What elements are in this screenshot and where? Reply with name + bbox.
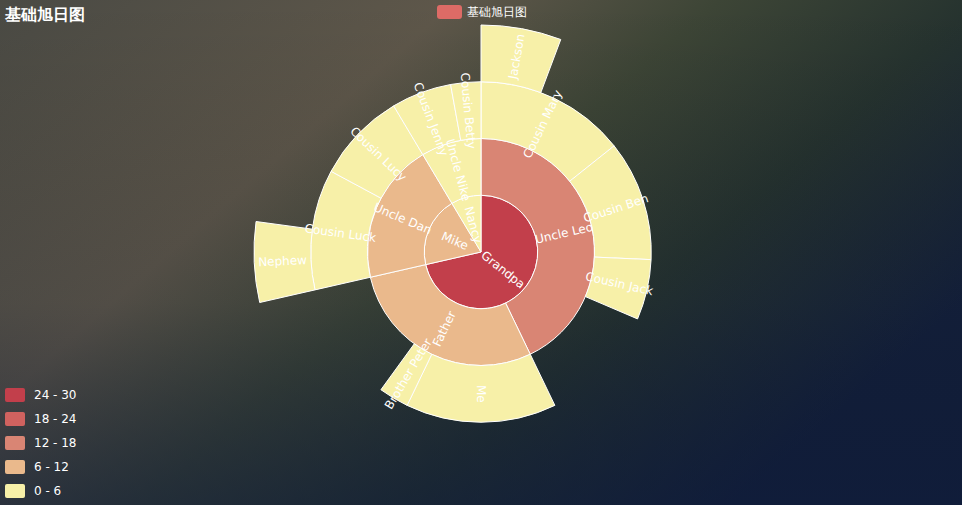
visual-map-label[interactable]: 12 - 18 bbox=[34, 436, 77, 450]
segment-label: Mike bbox=[439, 229, 470, 253]
segment-label: Brother Peter bbox=[382, 336, 435, 412]
segment-label: Cousin Luck bbox=[304, 221, 377, 245]
visual-map-label[interactable]: 24 - 30 bbox=[34, 388, 77, 402]
segment-label: Cousin Lucy bbox=[347, 124, 409, 184]
segment-label: Grandpa bbox=[478, 248, 527, 291]
segment-label: Me bbox=[474, 385, 488, 403]
segment-label: Jackson bbox=[506, 33, 528, 81]
visual-map: 24 - 30 18 - 24 12 - 18 6 - 12 0 - 6 bbox=[5, 388, 77, 498]
visual-map-label[interactable]: 6 - 12 bbox=[34, 460, 69, 474]
legend-icon[interactable] bbox=[437, 5, 462, 19]
legend-label[interactable]: 基础旭日图 bbox=[467, 5, 527, 19]
segment-label: Cousin Ben bbox=[582, 191, 651, 225]
chart: 基础旭日图 基础旭日图 24 - 30 18 - 24 12 - 18 6 - 12 0 -… bbox=[0, 0, 962, 505]
segment-label: Cousin Jenny bbox=[411, 80, 451, 158]
sunburst-segment[interactable] bbox=[481, 25, 561, 93]
segment-label: Nephew bbox=[258, 253, 308, 269]
visual-map-swatch[interactable] bbox=[5, 484, 25, 498]
sunburst-segment[interactable] bbox=[570, 146, 652, 260]
visual-map-swatch[interactable] bbox=[5, 460, 25, 474]
background bbox=[0, 0, 962, 505]
segment-label: Cousin Mary bbox=[520, 88, 565, 161]
visual-map-swatch[interactable] bbox=[5, 436, 25, 450]
visual-map-swatch[interactable] bbox=[5, 388, 25, 402]
visual-map-label[interactable]: 0 - 6 bbox=[34, 484, 61, 498]
sunburst bbox=[254, 25, 651, 422]
segment-label: Uncle Dan bbox=[372, 200, 434, 237]
segment-label: Cousin Betty bbox=[458, 72, 479, 149]
segment-label: Cousin Jack bbox=[584, 269, 654, 298]
background-shade bbox=[0, 0, 962, 505]
title: 基础旭日图 bbox=[4, 5, 85, 24]
sunburst-labels: GrandpaMikeNancyUncle LeoFatherUncle Dan… bbox=[258, 33, 654, 412]
visual-map-label[interactable]: 18 - 24 bbox=[34, 412, 77, 426]
sunburst-segment[interactable] bbox=[407, 354, 555, 422]
legend: 基础旭日图 bbox=[437, 5, 527, 19]
segment-label: Nancy bbox=[462, 205, 486, 245]
visual-map-swatch[interactable] bbox=[5, 412, 25, 426]
